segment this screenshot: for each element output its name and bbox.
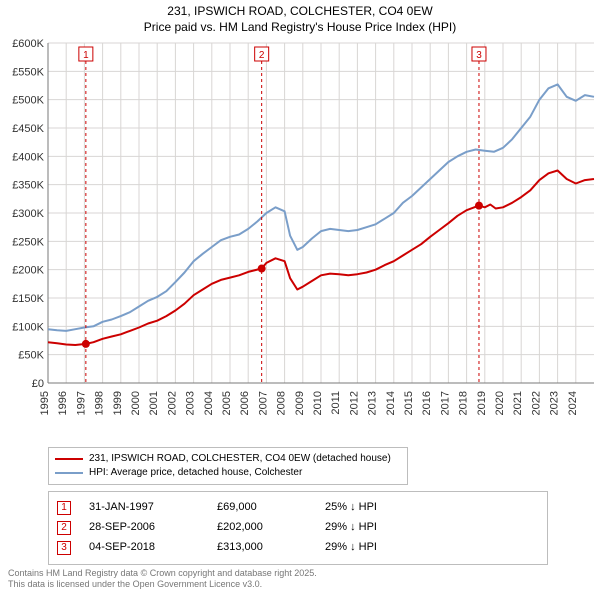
svg-text:£250K: £250K [12, 237, 44, 249]
svg-text:2001: 2001 [148, 391, 160, 415]
svg-text:£400K: £400K [12, 152, 44, 164]
svg-text:1997: 1997 [75, 391, 87, 415]
svg-text:3: 3 [476, 50, 482, 61]
svg-text:2007: 2007 [257, 391, 269, 415]
svg-text:2016: 2016 [421, 391, 433, 415]
event-price: £202,000 [217, 518, 307, 538]
svg-text:2: 2 [259, 50, 265, 61]
event-pct: 29% ↓ HPI [325, 518, 435, 538]
legend-swatch-blue [55, 472, 83, 474]
svg-text:£550K: £550K [12, 67, 44, 79]
event-price: £69,000 [217, 498, 307, 518]
svg-text:2010: 2010 [312, 391, 324, 415]
event-price: £313,000 [217, 538, 307, 558]
line-chart: 1 2 3 £0 £50K £100K £150K £200K £250K £300K £350K… [0, 37, 600, 445]
event-marker-2: 2 [57, 521, 71, 535]
legend-item: 231, IPSWICH ROAD, COLCHESTER, CO4 0EW (… [55, 452, 401, 466]
svg-text:2008: 2008 [276, 391, 288, 415]
svg-text:2014: 2014 [385, 391, 397, 415]
svg-text:2003: 2003 [185, 391, 197, 415]
svg-text:£300K: £300K [12, 208, 44, 220]
svg-text:2011: 2011 [330, 391, 342, 415]
svg-text:2005: 2005 [221, 391, 233, 415]
svg-text:£200K: £200K [12, 265, 44, 277]
svg-text:£450K: £450K [12, 123, 44, 135]
event-pct: 25% ↓ HPI [325, 498, 435, 518]
svg-text:1999: 1999 [112, 391, 124, 415]
svg-text:£50K: £50K [18, 350, 44, 362]
event-date: 04-SEP-2018 [89, 538, 199, 558]
svg-text:2012: 2012 [348, 391, 360, 415]
legend-swatch-red [55, 458, 83, 460]
event-date: 31-JAN-1997 [89, 498, 199, 518]
svg-text:2024: 2024 [567, 391, 579, 415]
svg-text:2017: 2017 [439, 391, 451, 415]
svg-text:2006: 2006 [239, 391, 251, 415]
event-row: 2 28-SEP-2006 £202,000 29% ↓ HPI [57, 518, 539, 538]
svg-text:1996: 1996 [57, 391, 69, 415]
svg-text:£350K: £350K [12, 180, 44, 192]
svg-text:2022: 2022 [530, 391, 542, 415]
event-marker-3: 3 [57, 541, 71, 555]
legend-item: HPI: Average price, detached house, Colc… [55, 466, 401, 480]
event-row: 3 04-SEP-2018 £313,000 29% ↓ HPI [57, 538, 539, 558]
footer-line-2: This data is licensed under the Open Gov… [8, 579, 600, 591]
svg-text:2004: 2004 [203, 391, 215, 415]
legend-label: 231, IPSWICH ROAD, COLCHESTER, CO4 0EW (… [89, 452, 391, 466]
legend: 231, IPSWICH ROAD, COLCHESTER, CO4 0EW (… [48, 447, 408, 485]
chart-area: 1 2 3 £0 £50K £100K £150K £200K £250K £300K £350K… [0, 37, 600, 445]
event-date: 28-SEP-2006 [89, 518, 199, 538]
svg-text:2021: 2021 [512, 391, 524, 415]
svg-text:2000: 2000 [130, 391, 142, 415]
svg-text:2019: 2019 [476, 391, 488, 415]
title-line-2: Price paid vs. HM Land Registry's House … [0, 20, 600, 36]
event-row: 1 31-JAN-1997 £69,000 25% ↓ HPI [57, 498, 539, 518]
footer: Contains HM Land Registry data © Crown c… [8, 568, 600, 591]
title-line-1: 231, IPSWICH ROAD, COLCHESTER, CO4 0EW [0, 4, 600, 20]
svg-text:£0: £0 [32, 378, 44, 390]
svg-text:£100K: £100K [12, 322, 44, 334]
svg-text:1998: 1998 [94, 391, 106, 415]
svg-text:2020: 2020 [494, 391, 506, 415]
title-block: 231, IPSWICH ROAD, COLCHESTER, CO4 0EW P… [0, 0, 600, 37]
svg-text:£500K: £500K [12, 95, 44, 107]
svg-text:£150K: £150K [12, 293, 44, 305]
svg-text:2002: 2002 [166, 391, 178, 415]
event-marker-1: 1 [57, 501, 71, 515]
svg-text:2023: 2023 [549, 391, 561, 415]
legend-label: HPI: Average price, detached house, Colc… [89, 466, 302, 480]
footer-line-1: Contains HM Land Registry data © Crown c… [8, 568, 600, 580]
svg-text:2013: 2013 [367, 391, 379, 415]
svg-text:1995: 1995 [39, 391, 51, 415]
svg-text:2009: 2009 [294, 391, 306, 415]
svg-text:2018: 2018 [458, 391, 470, 415]
svg-text:1: 1 [83, 50, 89, 61]
event-pct: 29% ↓ HPI [325, 538, 435, 558]
svg-text:2015: 2015 [403, 391, 415, 415]
svg-text:£600K: £600K [12, 38, 44, 50]
events-table: 1 31-JAN-1997 £69,000 25% ↓ HPI 2 28-SEP… [48, 491, 548, 564]
